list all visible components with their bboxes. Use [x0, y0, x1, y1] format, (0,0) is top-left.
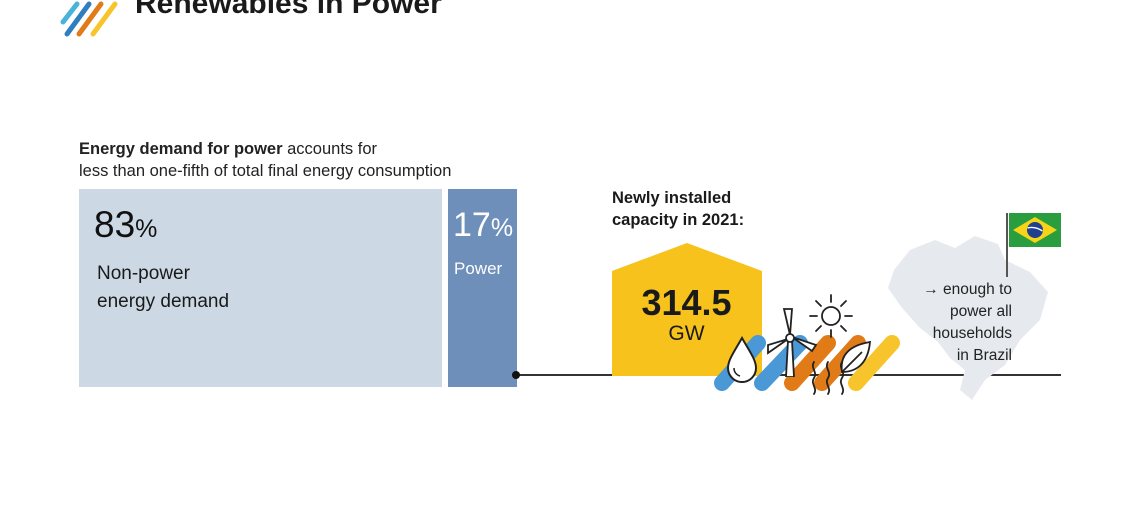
intro-line-1: Energy demand for power accounts for — [79, 138, 451, 160]
non-power-unit: % — [135, 215, 158, 243]
capacity-value: 314.5 — [641, 282, 732, 323]
comparison-line-2: power all — [949, 303, 1012, 320]
capacity-title-line-2: capacity in 2021: — [612, 211, 745, 229]
wind-turbine-icon — [767, 308, 818, 377]
comparison-line-1: → enough to — [923, 281, 1012, 298]
comparison-text: → enough to power all households in Braz… — [880, 279, 1012, 367]
comparison-line-3: households — [932, 325, 1012, 342]
flag-pole — [1006, 213, 1008, 277]
non-power-label: Non-power energy demand — [97, 260, 229, 316]
sun-icon — [809, 294, 853, 338]
non-power-label-line-1: Non-power — [97, 263, 190, 284]
capacity-title-line-1: Newly installed — [612, 189, 732, 207]
capacity-title: Newly installed capacity in 2021: — [612, 187, 744, 231]
comparison-line-4: in Brazil — [956, 347, 1012, 364]
page-title: Renewables in Power — [135, 0, 442, 20]
baseline-dot — [512, 371, 520, 379]
power-percent: 17% — [453, 206, 513, 245]
brazil-map-icon — [888, 236, 1048, 400]
intro-line-2: less than one-fifth of total final energ… — [79, 162, 452, 180]
brazil-flag-icon — [1009, 213, 1061, 247]
power-bar — [448, 189, 517, 387]
water-drop-icon — [726, 336, 758, 383]
intro-bold: Energy demand for power — [79, 140, 283, 158]
power-value: 17 — [453, 206, 491, 244]
non-power-value: 83 — [94, 204, 136, 245]
leaf-icon — [840, 340, 872, 373]
non-power-bar — [79, 189, 442, 387]
logo-stripes-icon — [60, 1, 118, 37]
power-unit: % — [490, 214, 514, 242]
capacity-house — [612, 243, 762, 376]
power-label: Power — [454, 259, 503, 278]
intro-rest: accounts for — [282, 140, 378, 158]
non-power-percent: 83% — [94, 204, 157, 246]
non-power-label-line-2: energy demand — [97, 291, 230, 312]
capacity-unit: GW — [668, 322, 705, 345]
intro-text: Energy demand for power accounts for les… — [79, 138, 451, 182]
